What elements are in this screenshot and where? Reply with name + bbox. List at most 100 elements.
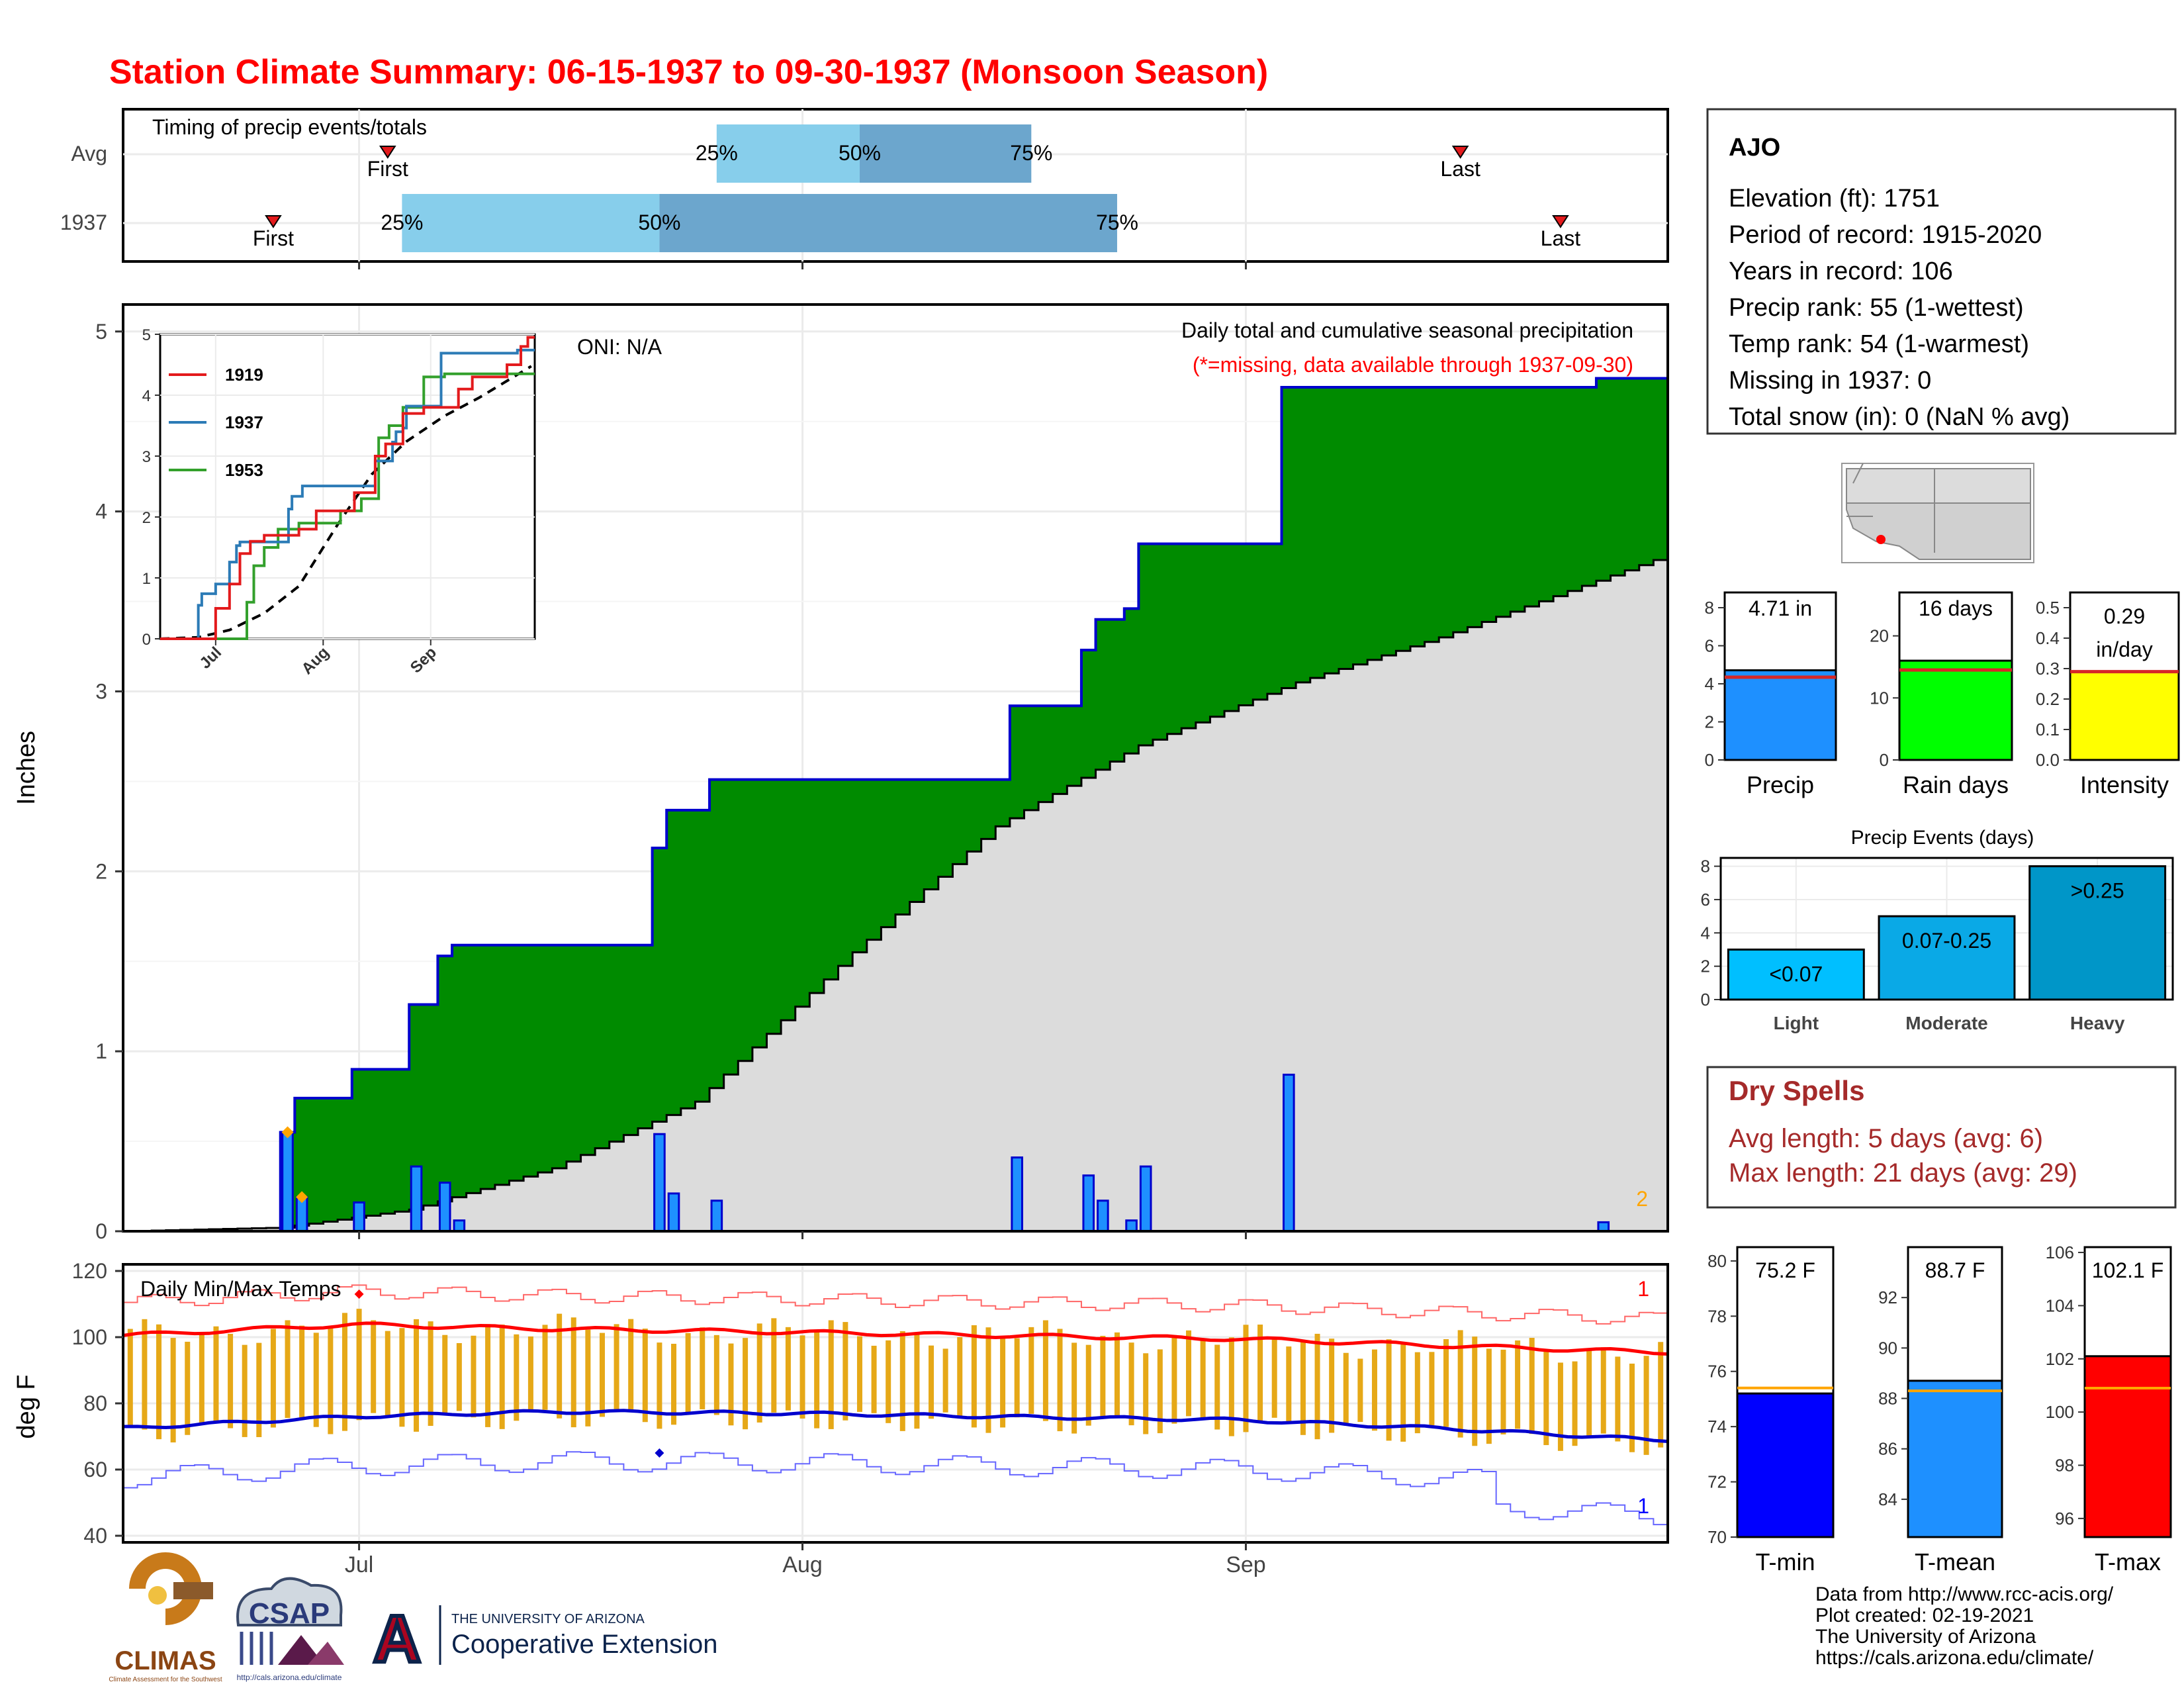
daily-temp-range-bar (485, 1324, 491, 1427)
daily-temp-range-bar (1600, 1347, 1606, 1434)
inset-y-tick-label: 3 (142, 448, 151, 466)
csap-logo[interactable]: CSAP http://cals.arizona.edu/climate (236, 1577, 344, 1682)
daily-temp-range-bar (1400, 1342, 1406, 1442)
temp-panel: 40 60 80 100 120 Jul Aug Sep Daily Min/Max Temp… (13, 1259, 1669, 1577)
summary-bar-tick-label: 0 (1880, 750, 1889, 770)
daily-temp-range-bar (1658, 1342, 1664, 1448)
temp-summary-label: T-mean (1915, 1548, 1995, 1575)
inset-y-tick-label: 1 (142, 570, 151, 588)
average-cumulative-line (123, 559, 1668, 1233)
daily-temp-range-bar (1042, 1320, 1048, 1421)
daily-temp-range-bar (599, 1333, 605, 1417)
dry-spells-box: Dry Spells Avg length: 5 days (avg: 6) M… (1706, 1066, 2177, 1209)
daily-temp-range-bar (628, 1319, 634, 1412)
events-y-tick-label: 0 (1701, 990, 1710, 1009)
csap-wordmark: CSAP (249, 1597, 330, 1630)
summary-bar-tick-label: 6 (1705, 636, 1714, 656)
daily-temp-range-bar (1572, 1361, 1578, 1446)
daily-temp-range-bar (170, 1338, 176, 1443)
record-low-marker (655, 1448, 664, 1458)
average-min-line (122, 1409, 1668, 1443)
daily-temp-range-bar (428, 1321, 433, 1427)
credit-line: The University of Arizona (1815, 1626, 2036, 1648)
events-y-tick-label: 4 (1701, 923, 1710, 943)
quartile-label: 50% (839, 141, 881, 165)
daily-temp-range-bar (886, 1340, 891, 1423)
oni-label: ONI: N/A (577, 335, 662, 359)
temp-summary-label: T-max (2095, 1548, 2161, 1575)
daily-temp-range-bar (127, 1329, 133, 1425)
daily-temp-range-bar (1371, 1349, 1377, 1431)
ua-name: THE UNIVERSITY OF ARIZONA (451, 1612, 645, 1626)
record-min-line (123, 1451, 1668, 1526)
daily-precip-bar (1597, 1221, 1610, 1233)
station-line: Years in record: 106 (1729, 258, 1953, 285)
temp-summary-value: 102.1 F (2092, 1258, 2164, 1282)
daily-precip-bar (1082, 1174, 1095, 1233)
events-y-tick-label: 2 (1701, 957, 1710, 976)
daily-temp-range-bar (1543, 1349, 1549, 1446)
daily-temp-range-bar (814, 1330, 820, 1429)
dry-spells-avg: Avg length: 5 days (avg: 6) (1729, 1124, 2043, 1153)
precip-event-bar-label: <0.07 (1769, 962, 1823, 986)
inset-legend-label: 1937 (225, 412, 263, 432)
temp-summary-tick-label: 98 (2055, 1456, 2074, 1476)
ua-cooperative-extension-logo[interactable]: A THE UNIVERSITY OF ARIZONA Cooperative … (363, 1600, 717, 1678)
temp-title: Daily Min/Max Temps (140, 1277, 341, 1301)
first-event-label: First (253, 226, 294, 250)
daily-temp-range-bar (942, 1348, 948, 1413)
daily-temp-range-bar (771, 1318, 777, 1413)
daily-temp-range-bar (442, 1335, 448, 1415)
summary-bar-tick-label: 20 (1870, 626, 1889, 646)
climas-logo[interactable]: CLIMAS Climate Assessment for the Southw… (109, 1552, 222, 1683)
summary-bar-value: 0.29 (2104, 604, 2145, 628)
daily-temp-range-bar (1000, 1337, 1006, 1428)
csap-url: http://cals.arizona.edu/climate (237, 1673, 342, 1682)
daily-temp-range-bar (1357, 1358, 1363, 1423)
daily-temp-range-bar (1014, 1338, 1020, 1418)
summary-bar-value: 16 days (1919, 596, 1993, 620)
precip-event-category: Heavy (2070, 1013, 2125, 1033)
daily-temp-range-bar (1329, 1338, 1335, 1433)
daily-temp-range-bar (1071, 1342, 1077, 1434)
daily-temp-range-bar (1386, 1339, 1392, 1441)
daily-temp-range-bar (456, 1342, 462, 1411)
daily-temp-range-bar (242, 1344, 248, 1437)
quartile-label: 25% (381, 211, 423, 234)
climas-tagline: Climate Assessment for the Southwest (109, 1676, 222, 1683)
daily-temp-range-bar (929, 1345, 934, 1419)
temp-summary-tick-label: 102 (2046, 1349, 2074, 1369)
temp-summary-bar (2083, 1355, 2172, 1538)
daily-temp-range-bar (1143, 1353, 1149, 1434)
daily-temp-range-bar (685, 1333, 691, 1415)
daily-temp-range-bar (156, 1324, 162, 1440)
daily-precip-bar (1011, 1156, 1024, 1233)
daily-temp-range-bar (914, 1334, 920, 1429)
ua-extension: Cooperative Extension (451, 1630, 717, 1659)
daily-temp-range-bar (828, 1320, 834, 1429)
timing-label: Timing of precip events/totals (152, 115, 427, 139)
temp-summary-bar (1736, 1392, 1835, 1538)
daily-precip-bar (667, 1192, 680, 1233)
record-daily-marker (281, 1126, 294, 1139)
daily-precip-bar (353, 1201, 365, 1233)
min-record-count: 1 (1637, 1494, 1649, 1518)
daily-temp-range-bar (1100, 1335, 1106, 1417)
precip-event-bar (1878, 915, 2016, 1001)
timing-row-avg: Avg (71, 142, 107, 165)
daily-temp-range-bar (1057, 1329, 1063, 1432)
temp-summary-tick-label: 76 (1707, 1362, 1727, 1382)
credit-line: Plot created: 02-19-2021 (1815, 1605, 2034, 1626)
summary-bar-tick-label: 10 (1870, 688, 1889, 708)
temp-y-tick-label: 120 (72, 1259, 107, 1283)
summary-bar-tick-label: 2 (1705, 712, 1714, 732)
dry-spells-title: Dry Spells (1729, 1075, 1864, 1106)
summary-bar-tick-label: 0.4 (2036, 628, 2060, 648)
first-event-label: First (367, 157, 408, 181)
daily-precip-bar (1139, 1165, 1152, 1233)
inset-y-tick-label: 2 (142, 509, 151, 527)
temp-y-tick-label: 100 (72, 1325, 107, 1349)
daily-temp-range-bar (1243, 1325, 1249, 1432)
temp-x-tick-label: Sep (1226, 1552, 1266, 1577)
quartile-bar-50-75 (859, 124, 1032, 183)
